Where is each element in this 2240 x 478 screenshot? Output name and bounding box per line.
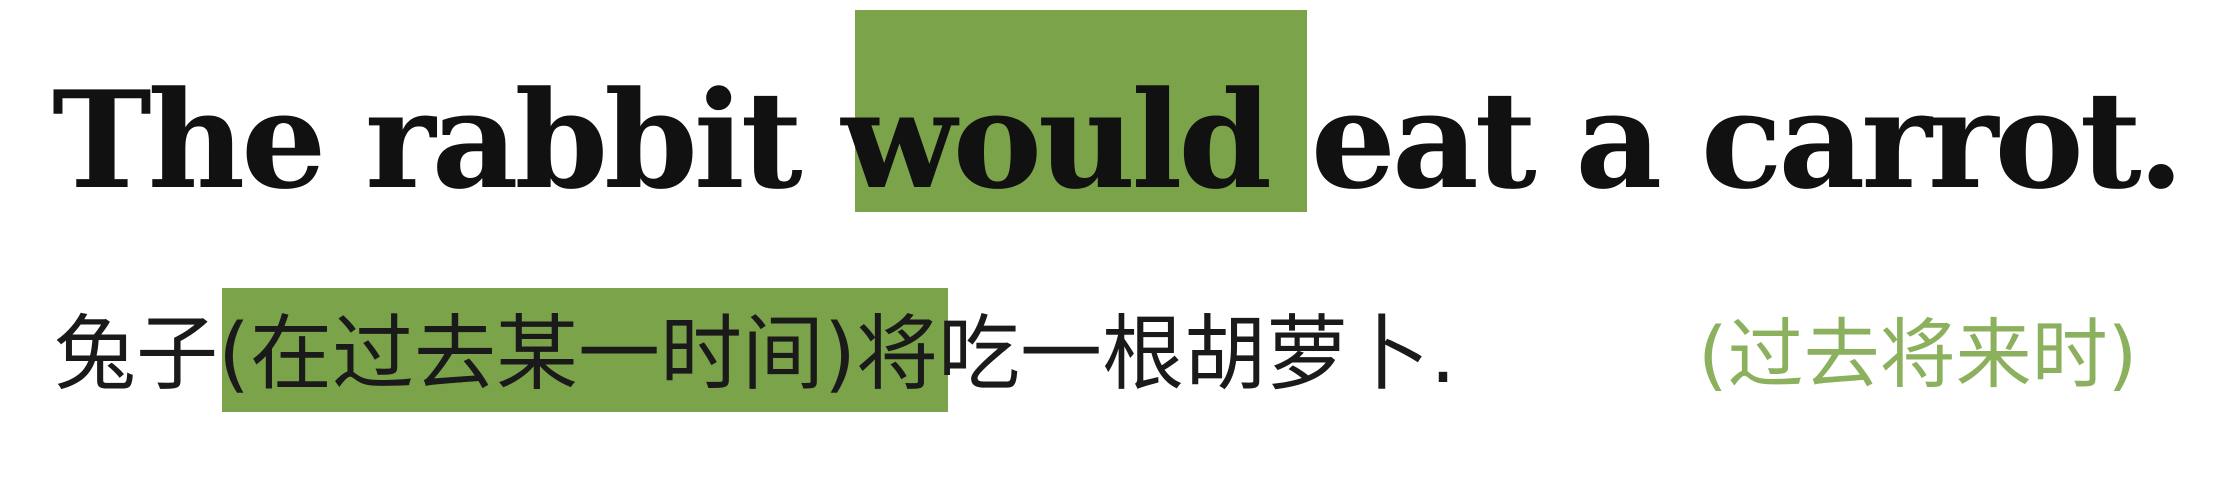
- chinese-before: 兔子: [54, 307, 219, 402]
- english-highlight-box: [855, 10, 1307, 212]
- tense-label: (过去将来时): [1698, 310, 2138, 399]
- english-before: The rabbit: [52, 61, 842, 219]
- english-highlight-word: would: [841, 61, 1272, 219]
- english-after: eat a carrot.: [1268, 61, 2185, 219]
- chinese-highlight-box: [222, 288, 948, 412]
- chinese-translation: 兔子(在过去某一时间)将吃一根胡萝卜.: [54, 305, 1456, 405]
- english-sentence: The rabbit would eat a carrot.: [52, 40, 2185, 240]
- chinese-after: 吃一根胡萝卜.: [938, 307, 1457, 402]
- chinese-highlight: (在过去某一时间)将: [218, 307, 938, 402]
